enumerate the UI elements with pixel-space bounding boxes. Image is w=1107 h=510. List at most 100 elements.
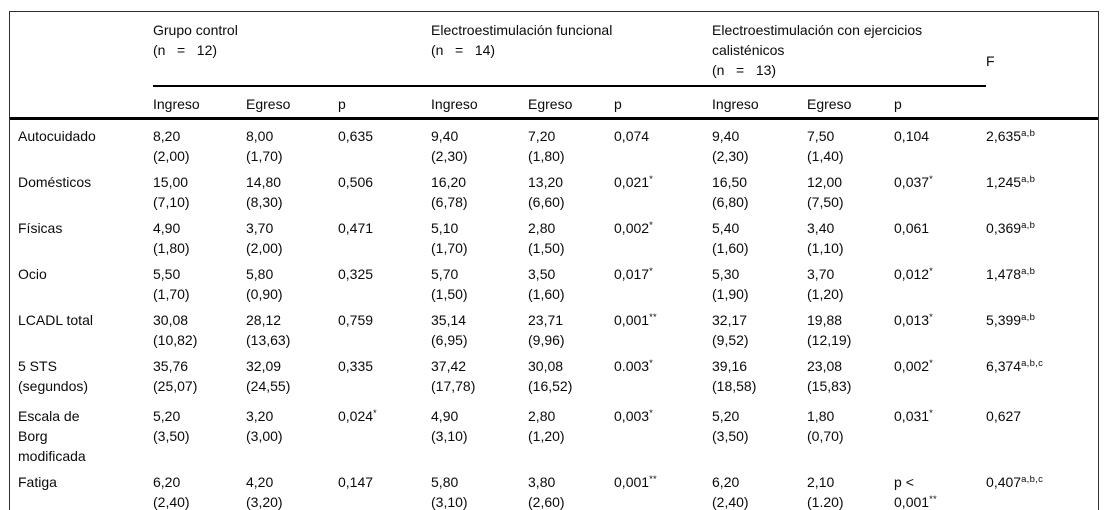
- cell-sd: (18,58): [712, 377, 757, 394]
- cell-value: 39,16: [712, 357, 748, 374]
- cell-value: 0,471: [338, 219, 374, 236]
- cell-sd: (2,30): [712, 147, 749, 164]
- cell-sd: (1,90): [712, 285, 749, 302]
- superscript: a,b,c: [1021, 473, 1044, 485]
- cell-value: 0,335: [338, 357, 374, 374]
- cell-value: 5,20: [153, 407, 181, 424]
- superscript: *: [929, 357, 934, 369]
- cell-value: 0,013*: [894, 311, 934, 328]
- cell-ingreso: 30,08 (10,82): [153, 304, 246, 350]
- group-header-row: Grupo control (n = 12) Electroestimulació…: [10, 12, 1099, 120]
- cell-p: 0,002*: [614, 212, 712, 258]
- cell-egreso: 13,20 (6,60): [528, 166, 614, 212]
- cell-value: 16,20: [431, 173, 467, 190]
- cell-p: 0,471: [338, 212, 431, 258]
- cell-sd: (2,00): [246, 239, 283, 256]
- cell-p: 0,003*: [614, 400, 712, 466]
- cell-value: 5,50: [153, 265, 181, 282]
- cell-value: 0,147: [338, 473, 374, 490]
- cell-egreso: 32,09 (24,55): [246, 350, 338, 400]
- results-table-box: Grupo control (n = 12) Electroestimulació…: [9, 11, 1099, 510]
- cell-p: 0,012*: [894, 258, 986, 304]
- cell-egreso: 30,08 (16,52): [528, 350, 614, 400]
- cell-ingreso: 39,16 (18,58): [712, 350, 807, 400]
- superscript: a,b: [1021, 219, 1036, 231]
- cell-p: 0,506: [338, 166, 431, 212]
- cell-sd: (1,80): [153, 239, 190, 256]
- cell-sd: (3,50): [153, 427, 190, 444]
- cell-value: 0,002*: [894, 357, 934, 374]
- cell-value: 0,037*: [894, 173, 934, 190]
- superscript: **: [929, 493, 938, 505]
- cell-ingreso: 35,76 (25,07): [153, 350, 246, 400]
- cell-p: 0,031*: [894, 400, 986, 466]
- cell-sd: 0,001**: [894, 493, 938, 510]
- cell-egreso: 19,88 (12,19): [807, 304, 894, 350]
- cell-p: 0,104: [894, 118, 986, 166]
- superscript: *: [929, 265, 934, 277]
- cell-value: 5,80: [246, 265, 274, 282]
- subheader-ingreso: Ingreso: [431, 86, 529, 120]
- cell-ingreso: 32,17 (9,52): [712, 304, 807, 350]
- cell-value: 0,001**: [614, 311, 658, 328]
- cell-egreso: 3,80 (2,60): [528, 465, 615, 510]
- superscript: *: [649, 407, 654, 419]
- cell-value: 6,20: [712, 473, 740, 490]
- cell-sd: (7,10): [153, 193, 190, 210]
- row-label: Físicas: [10, 212, 153, 258]
- subheader-ingreso: Ingreso: [153, 86, 246, 120]
- superscript: a,b: [1021, 311, 1036, 323]
- cell-ingreso: 9,40 (2,30): [431, 118, 528, 166]
- row-label: 5 STS (segundos): [10, 350, 153, 400]
- row-label-line: Domésticos: [18, 173, 92, 190]
- superscript: *: [929, 407, 934, 419]
- cell-egreso: 2,80 (1,50): [528, 212, 614, 258]
- cell-value: 0,369a,b: [986, 219, 1036, 236]
- cell-value: 3,40: [807, 219, 835, 236]
- cell-sd: (2,60): [528, 493, 565, 510]
- cell-p: 0.003*: [614, 350, 712, 400]
- superscript: *: [649, 173, 654, 185]
- cell-ingreso: 5,50 (1,70): [153, 258, 246, 304]
- cell-sd: (8,30): [246, 193, 283, 210]
- cell-value: 1,478a,b: [986, 265, 1036, 282]
- cell-egreso: 5,80 (0,90): [246, 258, 338, 304]
- cell-p: 0,013*: [894, 304, 986, 350]
- cell-value: 5,40: [712, 219, 740, 236]
- cell-f: 0,369a,b: [986, 212, 1098, 258]
- cell-sd: (6,95): [431, 331, 468, 348]
- cell-ingreso: 37,42 (17,78): [431, 350, 528, 400]
- cell-value: 5,80: [431, 473, 459, 490]
- group-header-line: Electroestimulación funcional: [431, 22, 613, 38]
- cell-sd: (3,00): [246, 427, 283, 444]
- cell-sd: (1,20): [528, 427, 565, 444]
- group-header-line: Electroestimulación con ejercicios: [712, 22, 923, 38]
- cell-sd: (6,78): [431, 193, 468, 210]
- cell-sd: (1,70): [153, 285, 190, 302]
- group-header-line: Grupo control: [153, 22, 238, 38]
- cell-sd: (13,63): [246, 331, 291, 348]
- cell-value: 0,021*: [614, 173, 654, 190]
- cell-value: 16,50: [712, 173, 748, 190]
- cell-sd: (15,83): [807, 377, 852, 394]
- row-label-line: Borg: [18, 427, 48, 444]
- cell-egreso: 1,80 (0,70): [807, 400, 894, 466]
- cell-value: 1,245a,b: [986, 173, 1036, 190]
- cell-value: 7,20: [528, 127, 556, 144]
- cell-sd: (1,20): [807, 285, 844, 302]
- cell-sd: (6,60): [528, 193, 565, 210]
- row-label-line: modificada: [18, 447, 86, 464]
- cell-egreso: 2,10 (1.20): [807, 465, 895, 510]
- cell-egreso: 3,70 (1,20): [807, 258, 894, 304]
- cell-ingreso: 5,80 (3,10): [431, 465, 529, 510]
- cell-ingreso: 5,10 (1,70): [431, 212, 528, 258]
- group-header-line: calisténicos: [712, 42, 785, 58]
- cell-value: 5,10: [431, 219, 459, 236]
- cell-egreso: 3,40 (1,10): [807, 212, 894, 258]
- cell-f: 6,374a,b,c: [986, 350, 1098, 400]
- cell-sd: (7,50): [807, 193, 844, 210]
- cell-value: 3,50: [528, 265, 556, 282]
- cell-value: 15,00: [153, 173, 189, 190]
- cell-ingreso: 9,40 (2,30): [712, 118, 807, 166]
- cell-ingreso: 5,40 (1,60): [712, 212, 807, 258]
